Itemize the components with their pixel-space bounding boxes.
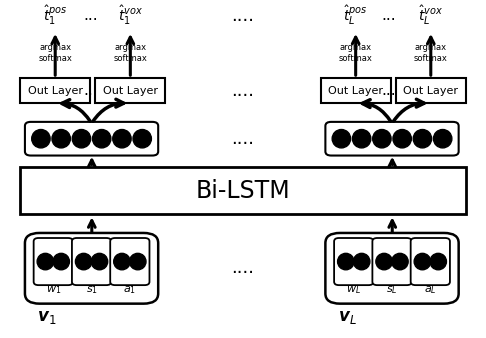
FancyBboxPatch shape bbox=[334, 238, 373, 285]
Ellipse shape bbox=[113, 129, 131, 148]
Text: ....: .... bbox=[231, 82, 255, 100]
Text: ...: ... bbox=[83, 8, 98, 23]
Text: Bi-LSTM: Bi-LSTM bbox=[196, 179, 290, 203]
FancyBboxPatch shape bbox=[34, 238, 73, 285]
Text: $\hat{t}_L^{vox}$: $\hat{t}_L^{vox}$ bbox=[418, 4, 443, 27]
Text: ...: ... bbox=[381, 83, 396, 98]
Ellipse shape bbox=[52, 129, 70, 148]
Ellipse shape bbox=[430, 254, 447, 270]
FancyBboxPatch shape bbox=[110, 238, 150, 285]
Ellipse shape bbox=[133, 129, 152, 148]
Ellipse shape bbox=[72, 129, 90, 148]
FancyBboxPatch shape bbox=[72, 238, 111, 285]
FancyBboxPatch shape bbox=[372, 238, 412, 285]
Ellipse shape bbox=[373, 129, 391, 148]
Bar bbox=[321, 78, 391, 103]
Text: $\mathit{w_L}$: $\mathit{w_L}$ bbox=[346, 284, 361, 296]
Text: $\hat{t}_1^{vox}$: $\hat{t}_1^{vox}$ bbox=[118, 4, 143, 27]
Text: ....: .... bbox=[231, 130, 255, 148]
Text: ....: .... bbox=[231, 7, 255, 25]
Ellipse shape bbox=[37, 254, 53, 270]
Ellipse shape bbox=[393, 129, 411, 148]
FancyBboxPatch shape bbox=[411, 238, 450, 285]
FancyBboxPatch shape bbox=[326, 233, 459, 304]
Text: argmax
softmax: argmax softmax bbox=[113, 43, 147, 63]
Text: Out Layer: Out Layer bbox=[403, 86, 458, 96]
Ellipse shape bbox=[75, 254, 92, 270]
Ellipse shape bbox=[414, 254, 431, 270]
Text: ...: ... bbox=[381, 8, 396, 23]
FancyBboxPatch shape bbox=[326, 122, 459, 155]
Ellipse shape bbox=[353, 254, 370, 270]
Ellipse shape bbox=[129, 254, 146, 270]
Text: Out Layer: Out Layer bbox=[328, 86, 383, 96]
Ellipse shape bbox=[413, 129, 432, 148]
Text: Out Layer: Out Layer bbox=[103, 86, 158, 96]
Text: argmax
softmax: argmax softmax bbox=[414, 43, 448, 63]
Ellipse shape bbox=[91, 254, 108, 270]
Text: $\mathit{w_1}$: $\mathit{w_1}$ bbox=[46, 284, 61, 296]
Ellipse shape bbox=[352, 129, 371, 148]
Ellipse shape bbox=[92, 129, 111, 148]
Bar bbox=[95, 78, 165, 103]
Text: argmax
softmax: argmax softmax bbox=[38, 43, 72, 63]
Text: $\hat{t}_1^{pos}$: $\hat{t}_1^{pos}$ bbox=[43, 4, 68, 27]
Text: argmax
softmax: argmax softmax bbox=[339, 43, 373, 63]
FancyBboxPatch shape bbox=[25, 122, 158, 155]
Text: ....: .... bbox=[231, 259, 255, 277]
Ellipse shape bbox=[376, 254, 392, 270]
Bar bbox=[396, 78, 466, 103]
Text: $\boldsymbol{v}_L$: $\boldsymbol{v}_L$ bbox=[338, 308, 357, 325]
Text: $\mathit{a_L}$: $\mathit{a_L}$ bbox=[424, 284, 436, 296]
Ellipse shape bbox=[332, 129, 350, 148]
Text: $\boldsymbol{v}_1$: $\boldsymbol{v}_1$ bbox=[37, 308, 56, 325]
Ellipse shape bbox=[338, 254, 354, 270]
Ellipse shape bbox=[392, 254, 408, 270]
Text: $\mathit{a_1}$: $\mathit{a_1}$ bbox=[123, 284, 137, 296]
Bar bbox=[20, 78, 90, 103]
Text: $\mathit{s_L}$: $\mathit{s_L}$ bbox=[386, 284, 398, 296]
Ellipse shape bbox=[53, 254, 69, 270]
Text: $\mathit{s_1}$: $\mathit{s_1}$ bbox=[86, 284, 98, 296]
FancyBboxPatch shape bbox=[25, 233, 158, 304]
Text: Out Layer: Out Layer bbox=[28, 86, 83, 96]
Ellipse shape bbox=[434, 129, 452, 148]
Ellipse shape bbox=[32, 129, 50, 148]
Ellipse shape bbox=[114, 254, 130, 270]
Bar bbox=[20, 167, 466, 214]
Text: $\hat{t}_L^{pos}$: $\hat{t}_L^{pos}$ bbox=[344, 4, 368, 27]
Text: ...: ... bbox=[83, 83, 98, 98]
